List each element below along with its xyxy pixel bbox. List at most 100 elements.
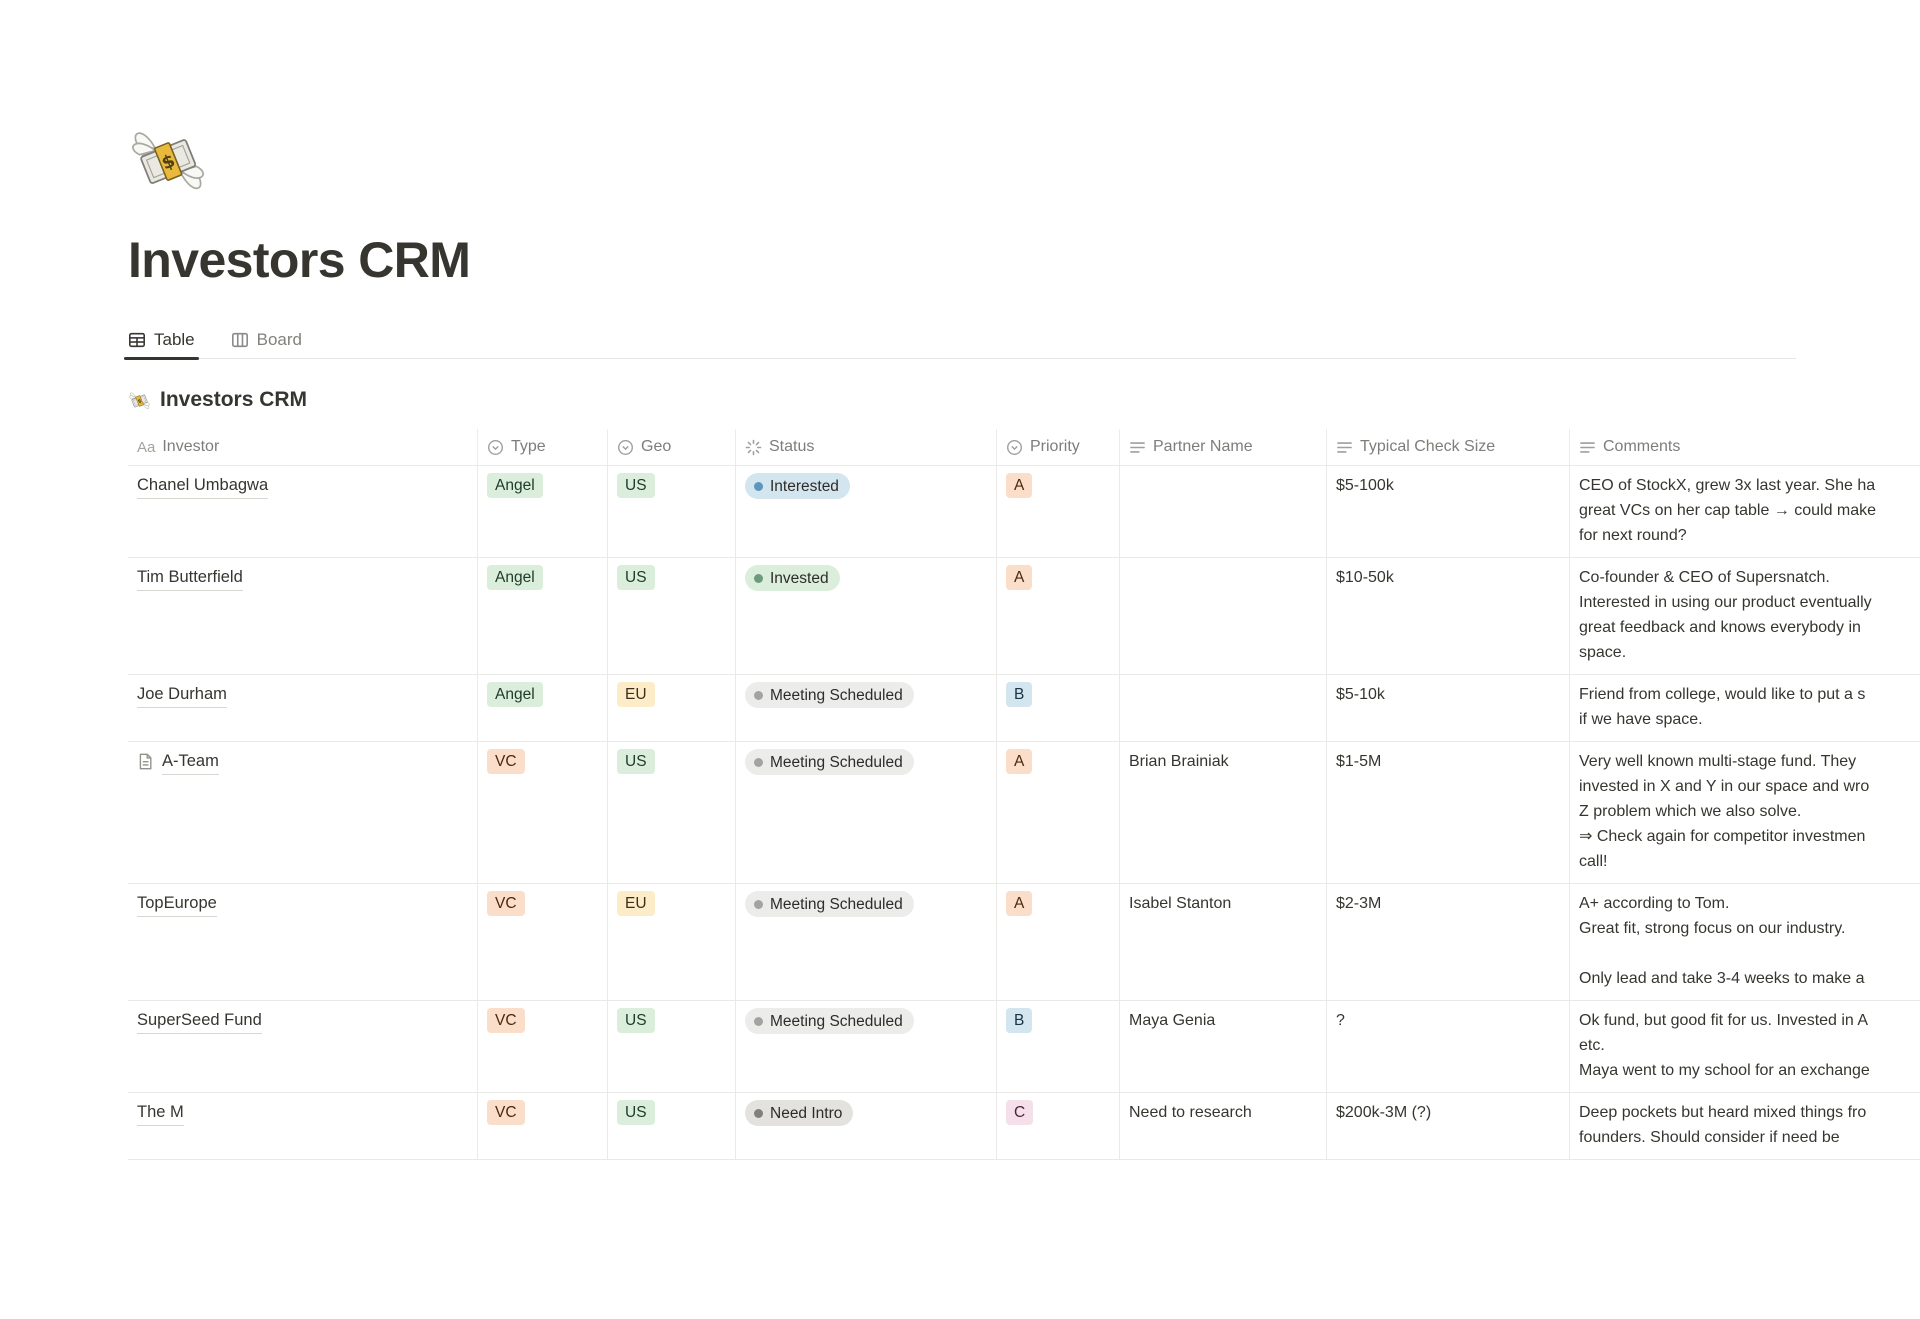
type-cell[interactable]: VC <box>478 1093 608 1159</box>
table-body: Chanel Umbagwa Angel US Interested A $5-… <box>128 466 1920 1166</box>
status-cell[interactable]: Meeting Scheduled <box>736 742 997 883</box>
table-row: TopEurope VC EU Meeting Scheduled A Isab… <box>128 884 1920 1001</box>
partner-name-cell[interactable]: Isabel Stanton <box>1120 884 1327 1000</box>
investor-cell[interactable]: Tim Butterfield <box>128 558 478 674</box>
table-row: Tim Butterfield Angel US Invested A $10-… <box>128 558 1920 675</box>
geo-tag: US <box>617 749 655 774</box>
priority-cell[interactable]: B <box>997 675 1120 741</box>
partner-name-cell[interactable]: Need to research <box>1120 1093 1327 1159</box>
priority-tag: A <box>1006 565 1033 590</box>
status-cell[interactable]: Need Intro <box>736 1093 997 1159</box>
check-size-cell[interactable]: $5-10k <box>1327 675 1570 741</box>
status-dot-icon <box>754 757 763 767</box>
priority-cell[interactable]: A <box>997 558 1120 674</box>
investor-name[interactable]: A-Team <box>162 749 219 775</box>
status-cell[interactable]: Meeting Scheduled <box>736 884 997 1000</box>
column-header-typical-check-size[interactable]: Typical Check Size <box>1327 429 1570 465</box>
status-cell[interactable]: Invested <box>736 558 997 674</box>
column-header-comments[interactable]: Comments <box>1570 429 1920 465</box>
investor-cell[interactable]: Joe Durham <box>128 675 478 741</box>
priority-cell[interactable]: A <box>997 742 1120 883</box>
status-cell[interactable]: Meeting Scheduled <box>736 1001 997 1092</box>
status-label: Invested <box>770 569 829 587</box>
partner-name-cell[interactable]: Brian Brainiak <box>1120 742 1327 883</box>
priority-tag: A <box>1006 473 1033 498</box>
type-cell[interactable]: VC <box>478 1001 608 1092</box>
type-cell[interactable]: Angel <box>478 466 608 557</box>
investor-name[interactable]: TopEurope <box>137 891 217 917</box>
check-size-cell[interactable]: $10-50k <box>1327 558 1570 674</box>
geo-cell[interactable]: EU <box>608 675 736 741</box>
status-pill: Meeting Scheduled <box>745 1008 914 1034</box>
select-property-icon <box>1007 439 1022 455</box>
column-header-partner-name[interactable]: Partner Name <box>1120 429 1327 465</box>
column-header-type[interactable]: Type <box>478 429 608 465</box>
geo-cell[interactable]: US <box>608 558 736 674</box>
investor-name[interactable]: Tim Butterfield <box>137 565 243 591</box>
column-header-priority[interactable]: Priority <box>997 429 1120 465</box>
type-cell[interactable]: Angel <box>478 558 608 674</box>
status-pill: Meeting Scheduled <box>745 891 914 917</box>
investor-cell[interactable]: TopEurope <box>128 884 478 1000</box>
priority-tag: B <box>1006 682 1033 707</box>
geo-cell[interactable]: US <box>608 1001 736 1092</box>
column-header-investor[interactable]: Aa Investor <box>128 429 478 465</box>
tab-board[interactable]: Board <box>231 322 302 358</box>
status-cell[interactable]: Meeting Scheduled <box>736 675 997 741</box>
money-with-wings-icon[interactable] <box>128 120 208 200</box>
priority-cell[interactable]: A <box>997 884 1120 1000</box>
view-tabs: Table Board <box>124 322 1796 360</box>
column-label: Comments <box>1603 438 1681 455</box>
partner-name-cell[interactable] <box>1120 558 1327 674</box>
tab-table[interactable]: Table <box>124 322 199 360</box>
investor-cell[interactable]: The M <box>128 1093 478 1159</box>
check-size-cell[interactable]: $1-5M <box>1327 742 1570 883</box>
priority-cell[interactable]: B <box>997 1001 1120 1092</box>
priority-cell[interactable]: C <box>997 1093 1120 1159</box>
page-title[interactable]: Investors CRM <box>128 232 471 288</box>
comments-cell[interactable]: CEO of StockX, grew 3x last year. She ha… <box>1579 477 1877 544</box>
comments-cell[interactable]: Co-founder & CEO of Supersnatch. Interes… <box>1579 569 1872 661</box>
title-property-icon: Aa <box>137 438 156 456</box>
column-header-geo[interactable]: Geo <box>608 429 736 465</box>
geo-cell[interactable]: US <box>608 742 736 883</box>
partner-name-cell[interactable] <box>1120 675 1327 741</box>
partner-name-cell[interactable]: Maya Genia <box>1120 1001 1327 1092</box>
table-row: The M VC US Need Intro C Need to researc… <box>128 1093 1920 1160</box>
priority-cell[interactable]: A <box>997 466 1120 557</box>
geo-cell[interactable]: EU <box>608 884 736 1000</box>
investor-name[interactable]: SuperSeed Fund <box>137 1008 262 1034</box>
type-cell[interactable]: VC <box>478 742 608 883</box>
type-tag: Angel <box>487 682 543 707</box>
geo-tag: US <box>617 565 655 590</box>
geo-cell[interactable]: US <box>608 1093 736 1159</box>
database-title[interactable]: Investors CRM <box>128 385 1920 415</box>
status-dot-icon <box>754 1108 763 1118</box>
tab-board-label: Board <box>256 330 303 349</box>
check-size-cell[interactable]: $5-100k <box>1327 466 1570 557</box>
comments-cell[interactable]: A+ according to Tom. Great fit, strong f… <box>1579 895 1865 987</box>
partner-name-cell[interactable] <box>1120 466 1327 557</box>
status-dot-icon <box>754 899 763 909</box>
status-cell[interactable]: Interested <box>736 466 997 557</box>
check-size-cell[interactable]: ? <box>1327 1001 1570 1092</box>
comments-cell[interactable]: Friend from college, would like to put a… <box>1579 686 1866 728</box>
investor-name[interactable]: The M <box>137 1100 184 1126</box>
check-size-cell[interactable]: $200k-3M (?) <box>1327 1093 1570 1159</box>
investor-name[interactable]: Chanel Umbagwa <box>137 473 269 499</box>
status-pill: Meeting Scheduled <box>745 749 914 775</box>
column-header-status[interactable]: Status <box>736 429 997 465</box>
investor-cell[interactable]: Chanel Umbagwa <box>128 466 478 557</box>
status-property-icon <box>745 439 762 455</box>
type-cell[interactable]: VC <box>478 884 608 1000</box>
check-size-cell[interactable]: $2-3M <box>1327 884 1570 1000</box>
type-cell[interactable]: Angel <box>478 675 608 741</box>
investor-name[interactable]: Joe Durham <box>137 682 227 708</box>
status-pill: Meeting Scheduled <box>745 682 914 708</box>
investor-cell[interactable]: A-Team <box>128 742 478 883</box>
comments-cell[interactable]: Very well known multi-stage fund. They i… <box>1579 753 1870 870</box>
geo-cell[interactable]: US <box>608 466 736 557</box>
comments-cell[interactable]: Ok fund, but good fit for us. Invested i… <box>1579 1012 1870 1079</box>
comments-cell[interactable]: Deep pockets but heard mixed things fro … <box>1579 1104 1867 1146</box>
investor-cell[interactable]: SuperSeed Fund <box>128 1001 478 1092</box>
